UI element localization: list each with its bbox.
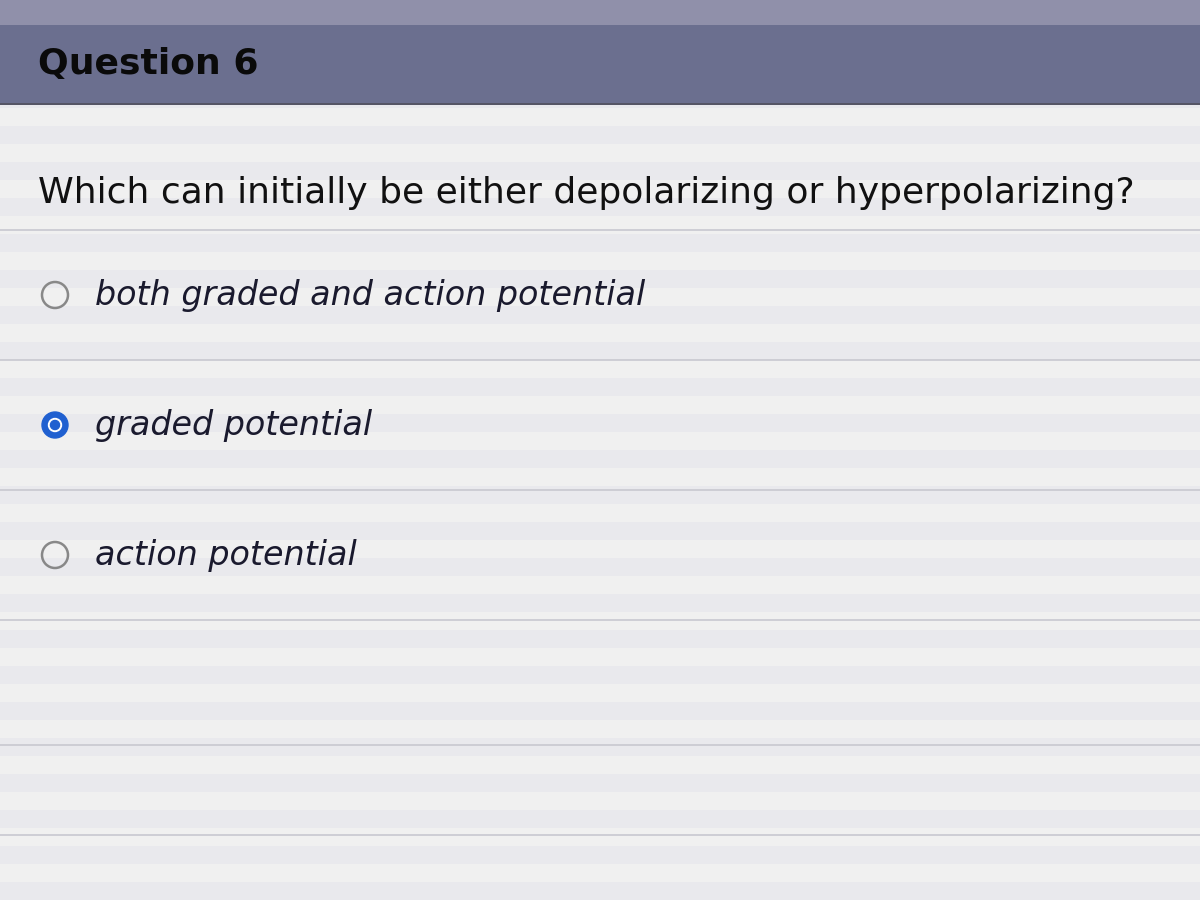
- Text: Question 6: Question 6: [38, 47, 258, 81]
- Bar: [0, 90, 1200, 108]
- Text: Which can initially be either depolarizing or hyperpolarizing?: Which can initially be either depolarizi…: [38, 176, 1135, 210]
- Bar: [0, 18, 1200, 36]
- Bar: [0, 486, 1200, 504]
- Bar: [0, 25, 1200, 103]
- Bar: [0, 450, 1200, 468]
- Bar: [0, 738, 1200, 756]
- Bar: [0, 126, 1200, 144]
- Bar: [0, 270, 1200, 288]
- Bar: [0, 162, 1200, 180]
- Bar: [0, 846, 1200, 864]
- Bar: [0, 198, 1200, 216]
- Bar: [0, 594, 1200, 612]
- Bar: [0, 666, 1200, 684]
- Bar: [0, 774, 1200, 792]
- Circle shape: [48, 418, 61, 431]
- Bar: [0, 810, 1200, 828]
- Bar: [0, 306, 1200, 324]
- Bar: [0, 522, 1200, 540]
- Bar: [0, 234, 1200, 252]
- Bar: [0, 342, 1200, 360]
- Bar: [0, 378, 1200, 396]
- Bar: [0, 702, 1200, 720]
- Bar: [0, 558, 1200, 576]
- Bar: [0, 882, 1200, 900]
- Text: action potential: action potential: [95, 538, 356, 572]
- Text: graded potential: graded potential: [95, 409, 372, 442]
- Circle shape: [42, 412, 68, 438]
- Bar: [0, 0, 1200, 25]
- Bar: [0, 103, 1200, 105]
- Bar: [0, 630, 1200, 648]
- Bar: [0, 414, 1200, 432]
- Text: both graded and action potential: both graded and action potential: [95, 278, 646, 311]
- Bar: [0, 54, 1200, 72]
- Circle shape: [50, 420, 60, 429]
